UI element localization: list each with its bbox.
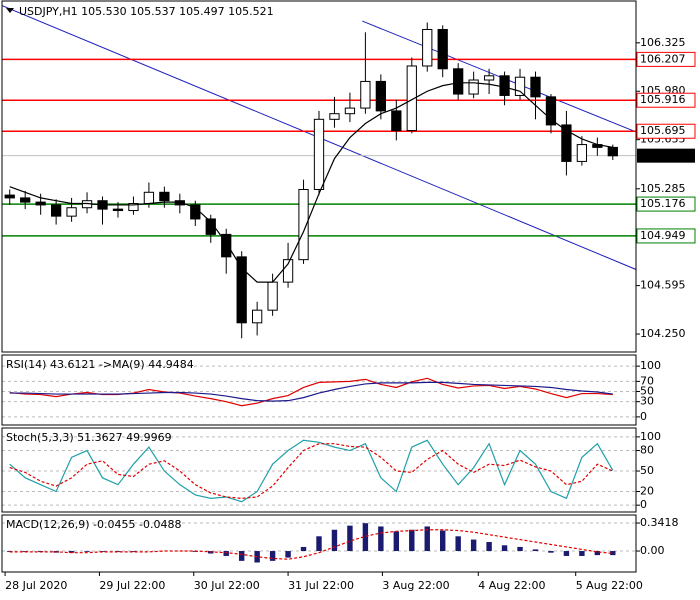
panel-frame xyxy=(1,514,637,573)
level-label-box xyxy=(636,92,696,108)
candle-body xyxy=(159,191,170,202)
candle-body xyxy=(267,281,278,311)
candle-body xyxy=(422,28,433,67)
candle-body xyxy=(391,110,402,132)
y-tick-label: 104.595 xyxy=(640,279,686,292)
candle-body xyxy=(205,218,216,235)
x-tick-label: 3 Aug 22:00 xyxy=(382,579,449,592)
dropdown-arrow xyxy=(6,8,14,13)
candle-body xyxy=(607,146,618,157)
candle-body xyxy=(282,259,294,283)
panel-title: RSI(14) 43.6121 ->MA(9) 44.9484 xyxy=(6,358,194,371)
level-label: 104.949 xyxy=(640,229,686,242)
candle-body xyxy=(4,194,15,199)
candle-body xyxy=(483,75,495,81)
x-tick-label: 28 Jul 2020 xyxy=(5,579,67,592)
y-tick-label: 50 xyxy=(640,385,654,398)
y-tick-label: 0.3418 xyxy=(640,516,679,529)
trendline xyxy=(362,20,636,133)
candle-body xyxy=(437,28,448,70)
y-tick-label: 0.00 xyxy=(640,544,665,557)
panel-title: Stoch(5,3,3) 51.3627 49.9969 xyxy=(6,431,172,444)
candle-body xyxy=(128,203,139,212)
candle-body xyxy=(298,188,309,261)
level-label: 105.695 xyxy=(640,124,686,137)
level-label-box xyxy=(636,228,696,244)
x-tick-label: 31 Jul 22:00 xyxy=(288,579,354,592)
y-tick-label: 30 xyxy=(640,395,654,408)
candle-body xyxy=(221,233,232,258)
panel-frame xyxy=(1,354,637,426)
x-tick-label: 29 Jul 22:00 xyxy=(99,579,165,592)
y-tick-label: 100 xyxy=(640,359,661,372)
y-tick-label: 100 xyxy=(640,430,661,443)
level-label: 105.176 xyxy=(640,197,686,210)
y-tick-label: 0 xyxy=(640,498,647,511)
indicator-line xyxy=(9,443,614,499)
candle-body xyxy=(112,208,124,212)
level-label: 106.207 xyxy=(640,52,686,65)
x-tick-label: 5 Aug 22:00 xyxy=(576,579,643,592)
moving-average xyxy=(9,82,613,283)
indicator-line xyxy=(9,439,614,503)
current-price-box xyxy=(637,148,695,163)
x-tick-label: 4 Aug 22:00 xyxy=(478,579,545,592)
candle-body xyxy=(236,256,247,324)
candle-body xyxy=(35,201,46,206)
x-tick-label: 30 Jul 22:00 xyxy=(194,579,260,592)
panel-title: MACD(12,26,9) -0.0455 -0.0488 xyxy=(6,518,181,531)
candle-body xyxy=(514,76,526,96)
candle-body xyxy=(499,75,510,96)
y-tick-label: 105.285 xyxy=(640,182,686,195)
candle-body xyxy=(530,76,541,98)
level-label-box xyxy=(636,51,696,67)
y-tick-label: 0 xyxy=(640,410,647,423)
y-tick-label: 70 xyxy=(640,374,654,387)
candle-body xyxy=(561,124,572,162)
indicator-line xyxy=(9,529,613,560)
y-tick-label: 106.325 xyxy=(640,36,686,49)
candle-body xyxy=(468,79,479,95)
candle-body xyxy=(329,113,340,120)
candle-body xyxy=(406,65,417,132)
candle-body xyxy=(576,144,588,162)
panel-candlestick xyxy=(2,5,636,339)
chart-title: USDJPY,H1 105.530 105.537 105.497 105.52… xyxy=(19,5,274,18)
panel-frame xyxy=(1,427,637,513)
candle-body xyxy=(143,191,155,205)
current-price-label: 105.521 xyxy=(640,149,686,162)
candle-body xyxy=(174,200,185,206)
panel-frame xyxy=(1,0,637,353)
candle-body xyxy=(344,107,356,115)
candle-body xyxy=(20,197,31,203)
candle-body xyxy=(66,207,77,217)
candle-body xyxy=(545,96,557,126)
candle-body xyxy=(50,204,62,217)
y-tick-label: 104.250 xyxy=(640,327,686,340)
candle-body xyxy=(252,309,263,324)
y-tick-label: 50 xyxy=(640,464,654,477)
level-label-box xyxy=(636,196,696,212)
indicator-line xyxy=(9,381,613,402)
candle-body xyxy=(360,80,371,109)
panel-line xyxy=(2,436,636,506)
candle-body xyxy=(375,80,386,112)
panel-line xyxy=(2,365,636,418)
y-tick-label: 20 xyxy=(640,485,654,498)
level-label-box xyxy=(636,123,696,139)
y-tick-label: 80 xyxy=(640,444,654,457)
candle-body xyxy=(453,68,464,95)
level-label: 105.916 xyxy=(640,93,686,106)
panel-bar xyxy=(2,522,636,563)
candle-body xyxy=(313,118,325,190)
